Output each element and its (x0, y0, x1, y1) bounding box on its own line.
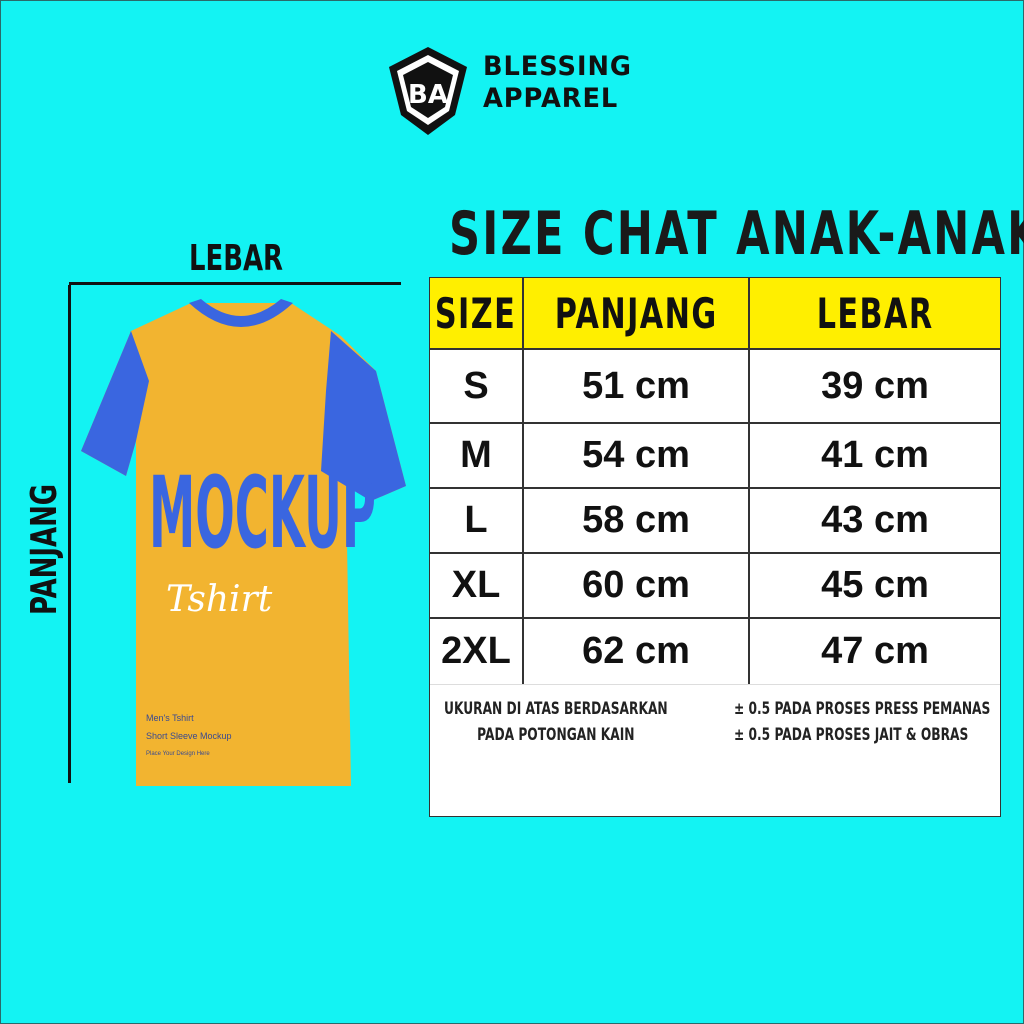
cell-panjang: 51 cm (524, 350, 750, 422)
logo-letters: BA (408, 80, 448, 110)
brand-name: BLESSING APPAREL (483, 51, 632, 115)
cell-panjang: 60 cm (524, 554, 750, 617)
cell-size: S (430, 350, 524, 422)
shirt-small-3: Place Your Design Here (146, 751, 210, 757)
note-right-line: ± 0.5 PADA PROSES JAIT & OBRAS (734, 725, 969, 745)
width-line (69, 282, 401, 285)
header-panjang: PANJANG (554, 288, 718, 338)
cell-lebar: 47 cm (821, 630, 929, 672)
cell-size: XL (430, 554, 524, 617)
cell-size: M (430, 424, 524, 487)
note-right-line: ± 0.5 PADA PROSES PRESS PEMANAS (734, 699, 991, 719)
shirt-small-2: Short Sleeve Mockup (146, 731, 232, 741)
header-size: SIZE (435, 288, 517, 338)
note-right: ± 0.5 PADA PROSES PRESS PEMANAS ± 0.5 PA… (734, 696, 990, 748)
tshirt-image: MOCKUP Tshirt Men's Tshirt Short Sleeve … (81, 299, 406, 786)
length-line (68, 285, 71, 783)
cell-size: 2XL (430, 619, 524, 684)
cell-panjang: 62 cm (524, 619, 750, 684)
cell-lebar: 45 cm (821, 564, 929, 606)
width-label: LEBAR (189, 238, 284, 279)
brand-line1: BLESSING (483, 51, 632, 82)
cell-panjang: 58 cm (524, 489, 750, 552)
table-row: L 58 cm 43 cm (430, 489, 1000, 554)
note-left: UKURAN DI ATAS BERDASARKAN PADA POTONGAN… (444, 696, 668, 748)
cell-panjang: 54 cm (524, 424, 750, 487)
shirt-small-1: Men's Tshirt (146, 713, 194, 723)
shirt-print-big: MOCKUP (149, 456, 376, 571)
table-row: XL 60 cm 45 cm (430, 554, 1000, 619)
table-row: M 54 cm 41 cm (430, 424, 1000, 489)
size-table: SIZE PANJANG LEBAR S 51 cm 39 cm M 54 cm… (429, 277, 1001, 817)
note-left-line: PADA POTONGAN KAIN (477, 725, 635, 745)
table-header: SIZE PANJANG LEBAR (430, 278, 1000, 350)
brand-line2: APPAREL (483, 83, 619, 114)
shirt-print-script: Tshirt (166, 579, 273, 620)
cell-lebar: 39 cm (821, 364, 929, 407)
cell-lebar: 43 cm (821, 499, 929, 541)
note-left-line: UKURAN DI ATAS BERDASARKAN (444, 699, 668, 719)
page-title: SIZE CHAT ANAK-ANAK (449, 199, 1024, 269)
cell-lebar: 41 cm (821, 434, 929, 476)
header-lebar: LEBAR (816, 288, 934, 338)
length-label: PANJANG (24, 483, 65, 615)
brand-logo: BA (389, 47, 467, 135)
table-row: S 51 cm 39 cm (430, 350, 1000, 424)
table-row: 2XL 62 cm 47 cm (430, 619, 1000, 685)
cell-size: L (430, 489, 524, 552)
